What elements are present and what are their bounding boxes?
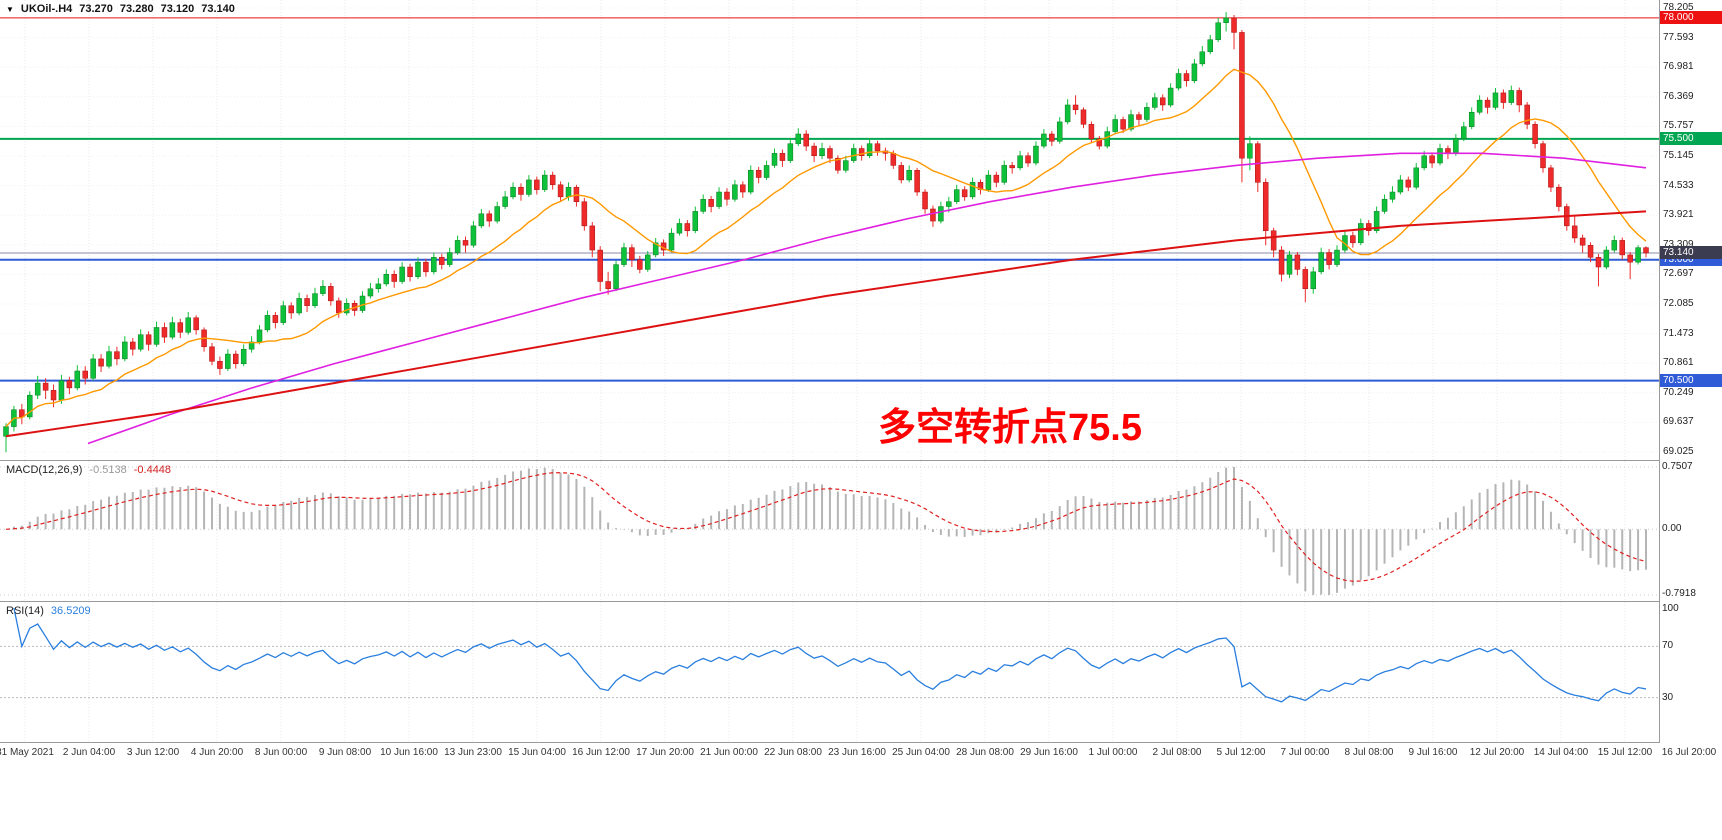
time-axis-label: 15 Jun 04:00	[508, 747, 566, 758]
ohlc-high: 73.280	[119, 3, 154, 15]
time-axis-label: 2 Jun 04:00	[62, 747, 116, 758]
indicator-axis-label: 0.7507	[1662, 461, 1693, 472]
hline-price-badge: 70.500	[1660, 373, 1722, 387]
time-axis-label: 25 Jun 04:00	[892, 747, 950, 758]
price-axis-label: 76.369	[1663, 90, 1694, 102]
hline-price-badge: 75.500	[1660, 131, 1722, 145]
time-axis-label: 14 Jul 04:00	[1533, 747, 1589, 758]
price-axis-label: 72.085	[1663, 298, 1694, 309]
price-axis-label: 78.205	[1663, 2, 1694, 13]
time-axis-label: 9 Jul 16:00	[1408, 747, 1458, 758]
price-axis-label: 76.981	[1663, 61, 1694, 73]
symbol-period-label: UKOil-.H4	[20, 3, 73, 15]
time-axis-label: 22 Jun 08:00	[764, 747, 822, 758]
indicator-axis-label: 100	[1662, 603, 1679, 614]
macd-canvas[interactable]	[0, 461, 1722, 601]
indicator-axis-label: 0.00	[1662, 523, 1682, 535]
time-axis-label: 16 Jul 20:00	[1661, 747, 1717, 758]
time-axis-label: 3 Jun 12:00	[126, 747, 180, 758]
current-price-badge: 73.140	[1660, 245, 1722, 259]
indicator-axis-label: 70	[1662, 640, 1674, 652]
time-axis-label: 7 Jul 00:00	[1280, 747, 1330, 758]
time-axis[interactable]: 31 May 2021 2 Jun 04:00 3 Jun 12:00 4 Jun 2…	[0, 743, 1722, 769]
ohlc-close: 73.140	[201, 3, 235, 15]
price-axis[interactable]: 78.205 77.593 76.981 76.369 75.757 75.145 74.5…	[1659, 0, 1722, 743]
macd-title: MACD(12,26,9)	[6, 464, 83, 476]
price-axis-label: 70.861	[1663, 357, 1694, 369]
price-axis-label: 71.473	[1663, 327, 1694, 339]
macd-axis: 0.7507 0.00 -0.7918	[1662, 461, 1720, 601]
rsi-label: RSI(14) 36.5209	[6, 605, 91, 617]
time-axis-label: 2 Jul 08:00	[1152, 747, 1202, 758]
chart-annotation-text: 多空转折点75.5	[878, 407, 1142, 449]
time-axis-label: 8 Jun 00:00	[254, 747, 308, 758]
indicator-axis-label: -0.7918	[1662, 588, 1696, 599]
time-axis-label: 28 Jun 08:00	[956, 747, 1014, 758]
ohlc-open: 73.270	[79, 3, 113, 15]
time-axis-label: 17 Jun 20:00	[636, 747, 694, 758]
rsi-canvas[interactable]	[0, 602, 1722, 742]
price-axis-label: 72.697	[1663, 268, 1694, 280]
hline-price-badge: 78.000	[1660, 10, 1722, 24]
time-axis-label: 29 Jun 16:00	[1020, 747, 1078, 758]
macd-value-main: -0.5138	[89, 464, 127, 476]
candlestick-chart-canvas[interactable]	[0, 0, 1722, 460]
symbol-info-bar: ▼ UKOil-.H4 73.270 73.280 73.120 73.140	[6, 3, 235, 15]
chart-menu-icon[interactable]: ▼	[6, 4, 14, 14]
rsi-value: 36.5209	[50, 605, 91, 617]
price-axis-label: 69.637	[1663, 416, 1694, 428]
price-axis-label: 74.533	[1663, 179, 1694, 191]
rsi-title: RSI(14)	[6, 605, 44, 617]
time-axis-label: 16 Jun 12:00	[572, 747, 630, 758]
price-axis-label: 73.921	[1663, 209, 1694, 221]
time-axis-label: 5 Jul 12:00	[1216, 747, 1266, 758]
time-axis-label: 21 Jun 00:00	[700, 747, 758, 758]
panel-separator	[0, 742, 1722, 743]
time-axis-label: 12 Jul 20:00	[1469, 747, 1525, 758]
price-axis-label: 70.249	[1663, 386, 1694, 398]
time-axis-label: 23 Jun 16:00	[828, 747, 886, 758]
time-axis-label: 13 Jun 23:00	[444, 747, 502, 758]
time-axis-label: 31 May 2021	[0, 747, 54, 758]
price-axis-label: 75.145	[1663, 150, 1694, 161]
price-axis-label: 73.309	[1663, 238, 1694, 250]
time-axis-label: 10 Jun 16:00	[380, 747, 438, 758]
time-axis-label: 9 Jun 08:00	[318, 747, 372, 758]
macd-label: MACD(12,26,9) -0.5138 -0.4448	[6, 464, 171, 476]
time-axis-label: 4 Jun 20:00	[190, 747, 244, 758]
price-axis-label: 77.593	[1663, 31, 1694, 43]
time-axis-label: 15 Jul 12:00	[1597, 747, 1653, 758]
rsi-axis: 100 70 30	[1662, 602, 1720, 742]
price-axis-label: 75.757	[1663, 120, 1694, 132]
panel-separator[interactable]	[0, 460, 1722, 461]
ohlc-low: 73.120	[160, 3, 195, 15]
panel-separator[interactable]	[0, 601, 1722, 602]
indicator-axis-label: 30	[1662, 691, 1674, 703]
time-axis-label: 1 Jul 00:00	[1088, 747, 1138, 758]
macd-value-signal: -0.4448	[133, 464, 172, 476]
price-axis-label: 69.025	[1663, 446, 1694, 457]
time-axis-label: 8 Jul 08:00	[1344, 747, 1394, 758]
